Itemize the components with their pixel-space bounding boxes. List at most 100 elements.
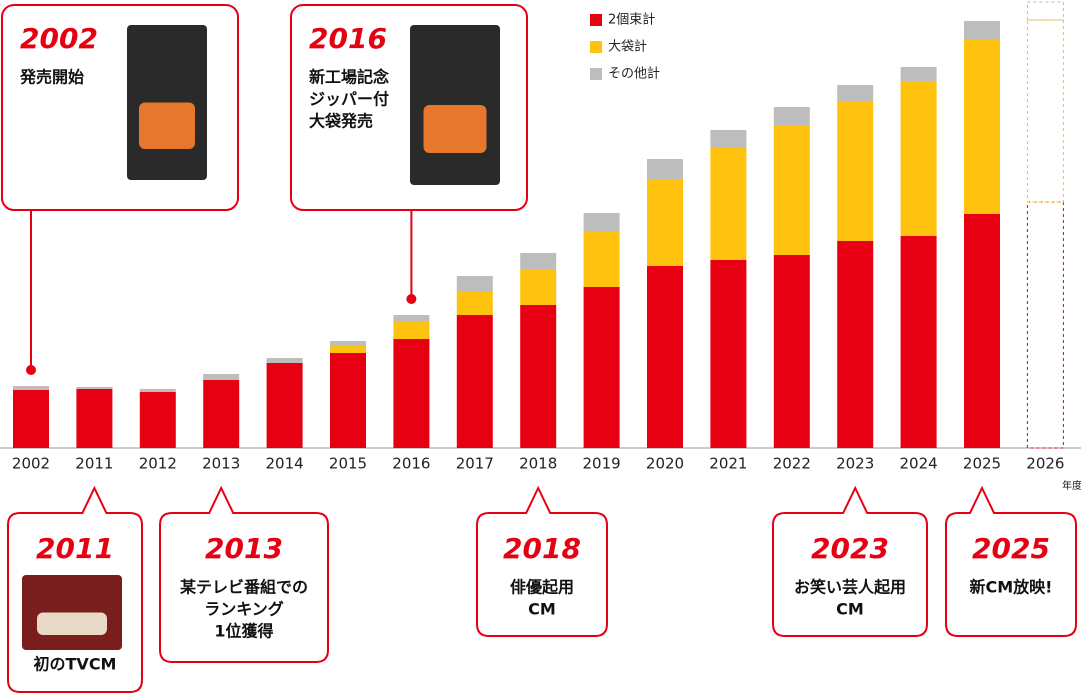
x-tick-label: 2014: [266, 455, 304, 473]
annotation: 2023 お笑い芸人起用 CM: [772, 485, 928, 637]
x-tick-label: 2013: [202, 455, 240, 473]
callout-box: [159, 485, 329, 663]
legend-swatch: [590, 41, 602, 53]
callout-text: ランキング: [204, 600, 284, 619]
callout-text: 大袋発売: [309, 112, 373, 131]
bar: [647, 179, 683, 266]
x-tick-label: 2015: [329, 455, 367, 473]
connector-dot: [26, 365, 36, 375]
annotation: 2018 俳優起用 CM: [476, 485, 608, 637]
bar: [837, 85, 874, 101]
legend-label: 大袋計: [608, 39, 647, 55]
x-tick-label: 2018: [519, 455, 557, 473]
bar: [393, 339, 430, 448]
x-tick-label: 2025: [963, 455, 1001, 473]
bar: [964, 40, 1000, 214]
legend-label: その他計: [608, 66, 660, 82]
legend-swatch: [590, 68, 602, 80]
x-tick-label: 2002: [12, 455, 50, 473]
annotation: 2002 発売開始: [1, 4, 239, 375]
bar: [456, 276, 493, 292]
callout-text: お笑い芸人起用: [794, 578, 906, 597]
annotation: 2011 初のTVCM: [7, 485, 143, 693]
bar: [964, 214, 1000, 448]
bar: [330, 353, 366, 448]
projected-bar: [1026, 19, 1064, 203]
bar: [266, 363, 303, 448]
bar: [837, 241, 874, 448]
projected-bar: [1026, 201, 1064, 449]
bar: [393, 315, 430, 322]
x-tick-label: 2011: [75, 455, 113, 473]
bar: [773, 255, 810, 448]
callout-year: 2016: [309, 22, 387, 55]
x-tick-label: 2026: [1026, 455, 1064, 473]
bar: [964, 21, 1000, 40]
legend-swatch: [590, 14, 602, 26]
callout-box: [945, 485, 1077, 637]
x-tick-label: 2023: [836, 455, 874, 473]
bar: [76, 389, 113, 448]
callout-text: CM: [528, 600, 556, 619]
bar: [773, 107, 810, 125]
bar: [393, 322, 430, 339]
bar: [330, 346, 366, 353]
bar: [583, 287, 620, 448]
annotation: 2025 新CM放映!: [945, 485, 1077, 637]
projected-bar: [1026, 1, 1064, 21]
bar: [76, 387, 113, 389]
callout-text: 某テレビ番組での: [179, 578, 308, 597]
x-tick-label: 2017: [456, 455, 494, 473]
callout-text: CM: [836, 600, 864, 619]
bar: [520, 305, 557, 448]
x-tick-label: 2012: [139, 455, 177, 473]
bar: [456, 292, 493, 315]
bar: [203, 380, 240, 448]
bar: [13, 386, 49, 390]
bar: [266, 358, 303, 363]
x-tick-label: 2024: [900, 455, 938, 473]
callout-year: 2013: [205, 532, 283, 565]
bar: [647, 159, 683, 179]
bar: [837, 101, 874, 241]
x-tick-label: 2022: [773, 455, 811, 473]
bar: [203, 374, 240, 380]
x-tick-label: 2019: [583, 455, 621, 473]
callout-year: 2023: [811, 532, 889, 565]
legend-label: 2個束計: [608, 12, 655, 28]
callout-text: 新CM放映!: [970, 578, 1053, 597]
callout-text: ジッパー付: [309, 90, 389, 109]
bar: [900, 81, 937, 236]
product-image-accent: [423, 105, 487, 153]
bar: [647, 266, 683, 448]
bar: [583, 213, 620, 231]
callout-year: 2018: [503, 532, 581, 565]
bar: [900, 67, 937, 81]
x-tick-label: 2016: [392, 455, 430, 473]
x-tick-label: 2021: [709, 455, 747, 473]
bar: [330, 341, 366, 346]
bar: [710, 148, 747, 260]
callout-year: 2025: [972, 532, 1050, 565]
callout-text: 初のTVCM: [34, 655, 117, 674]
bar: [520, 269, 557, 305]
x-tick-label: 2020: [646, 455, 684, 473]
callout-text: 新工場記念: [309, 68, 390, 87]
callout-year: 2011: [36, 532, 114, 565]
bar: [773, 125, 810, 255]
bar: [139, 392, 176, 448]
callout-box: [476, 485, 608, 637]
x-axis-unit: 年度: [1062, 479, 1081, 492]
bar: [13, 390, 49, 448]
callout-year: 2002: [20, 22, 98, 55]
bar: [139, 389, 176, 392]
product-image-accent: [37, 612, 107, 635]
connector-dot: [406, 294, 417, 304]
bar: [520, 253, 557, 269]
bar: [710, 130, 747, 148]
bar: [583, 231, 620, 287]
bar: [456, 315, 493, 448]
